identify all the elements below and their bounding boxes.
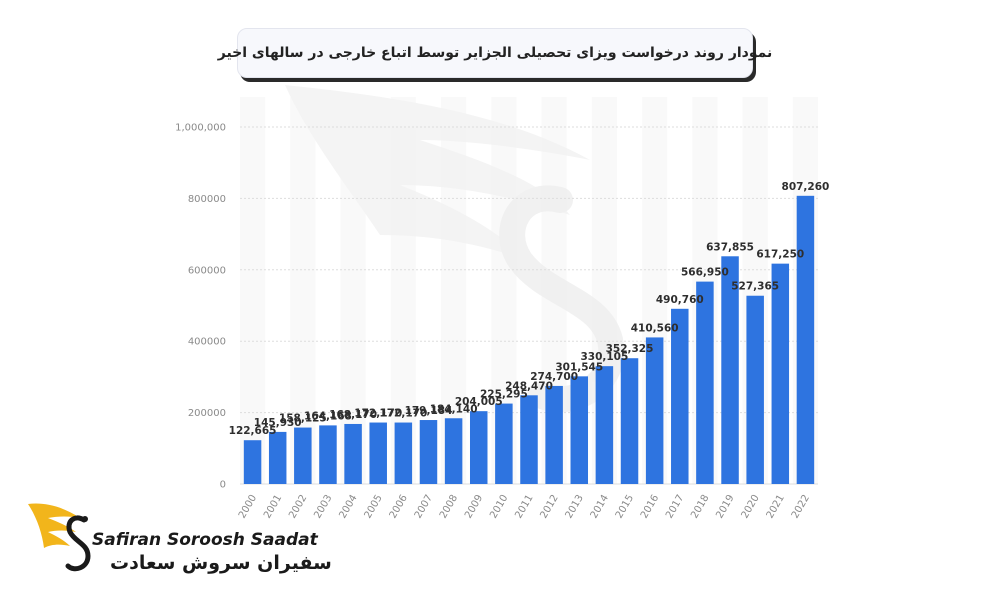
data-label: 807,260 bbox=[782, 181, 830, 193]
y-tick-label: 1,000,000 bbox=[175, 123, 226, 134]
y-tick-label: 600000 bbox=[188, 265, 226, 276]
data-label: 164,168 bbox=[304, 410, 352, 422]
data-label: 172,170 bbox=[379, 408, 427, 420]
bar bbox=[243, 440, 262, 484]
data-label: 145,930 bbox=[254, 417, 302, 429]
bar bbox=[595, 366, 614, 484]
x-tick-label: 2017 bbox=[664, 493, 686, 521]
data-label: 248,470 bbox=[505, 380, 553, 392]
y-tick-label: 800000 bbox=[188, 194, 226, 205]
bar bbox=[771, 263, 790, 484]
x-tick-label: 2003 bbox=[312, 493, 334, 521]
data-label: 527,365 bbox=[731, 281, 779, 293]
bar bbox=[294, 427, 312, 484]
x-tick-label: 2014 bbox=[589, 493, 611, 521]
data-label: 637,855 bbox=[706, 241, 754, 253]
x-tick-label: 2007 bbox=[413, 493, 435, 521]
y-tick-label: 200000 bbox=[188, 408, 226, 419]
bar bbox=[746, 295, 764, 484]
watermark-logo-icon bbox=[285, 85, 625, 413]
x-tick-label: 2011 bbox=[513, 493, 535, 521]
bar bbox=[469, 411, 488, 484]
y-tick-label: 0 bbox=[220, 480, 226, 491]
x-tick-label: 2010 bbox=[488, 493, 510, 521]
data-label: 566,950 bbox=[681, 267, 729, 279]
y-axis-labels: 0 200000 400000 600000 800000 1,000,000 bbox=[175, 123, 226, 491]
y-tick-label: 400000 bbox=[188, 337, 226, 348]
data-label: 330,105 bbox=[580, 351, 628, 363]
bar bbox=[796, 195, 815, 485]
data-label: 274,700 bbox=[530, 371, 578, 383]
chart-title-box: نمودار روند درخواست ویزای تحصیلی الجزایر… bbox=[218, 28, 772, 78]
bar bbox=[344, 423, 362, 484]
x-tick-label: 2022 bbox=[790, 493, 812, 521]
data-label: 301,545 bbox=[555, 361, 603, 373]
data-label: 168,170 bbox=[329, 409, 377, 421]
data-label: 410,560 bbox=[631, 322, 679, 334]
data-label: 225,295 bbox=[480, 389, 528, 401]
data-label: 490,760 bbox=[656, 294, 704, 306]
bar bbox=[645, 337, 664, 484]
bar bbox=[444, 418, 463, 484]
bar bbox=[394, 422, 413, 484]
x-tick-label: 2012 bbox=[538, 493, 560, 521]
bars bbox=[243, 195, 815, 485]
data-label: 179,184 bbox=[405, 405, 453, 417]
data-label: 617,250 bbox=[756, 249, 804, 261]
brand-name-fa: سفیران سروش سعادت bbox=[110, 552, 332, 574]
bar bbox=[520, 395, 538, 484]
brand-logo: Safiran Soroosh Saadat سفیران سروش سعادت bbox=[22, 492, 332, 584]
data-label: 122,665 bbox=[229, 425, 277, 437]
x-tick-label: 2004 bbox=[337, 493, 359, 521]
bar bbox=[545, 385, 563, 484]
x-tick-label: 2013 bbox=[564, 493, 586, 521]
data-label: 172,170 bbox=[354, 408, 402, 420]
data-label: 184,140 bbox=[430, 403, 478, 415]
x-tick-label: 2018 bbox=[689, 493, 711, 521]
x-tick-label: 2019 bbox=[714, 493, 736, 521]
bar bbox=[696, 281, 714, 484]
column-band bbox=[290, 97, 316, 484]
chart-title: نمودار روند درخواست ویزای تحصیلی الجزایر… bbox=[217, 45, 773, 61]
bar bbox=[319, 425, 337, 484]
x-tick-label: 2021 bbox=[765, 493, 787, 521]
bar bbox=[721, 256, 739, 484]
x-tick-label: 2006 bbox=[388, 493, 410, 521]
bar bbox=[268, 431, 287, 484]
swan-wing-logo-icon bbox=[28, 503, 91, 572]
x-tick-label: 2005 bbox=[363, 493, 385, 521]
x-tick-label: 2016 bbox=[639, 493, 661, 521]
x-axis-labels: 2000 2001 2002 2003 2004 2005 2006 2007 2008 2009… bbox=[237, 493, 812, 521]
bar bbox=[369, 422, 387, 484]
bar bbox=[671, 308, 689, 484]
x-tick-label: 2020 bbox=[740, 493, 762, 521]
bar bbox=[620, 358, 639, 484]
data-label: 158,125 bbox=[279, 413, 327, 425]
data-label: 352,325 bbox=[606, 343, 654, 355]
x-tick-label: 2009 bbox=[463, 493, 485, 521]
x-tick-label: 2008 bbox=[438, 493, 460, 521]
column-band bbox=[240, 97, 266, 484]
bar bbox=[570, 376, 589, 484]
bar bbox=[419, 420, 438, 484]
brand-name-en: Safiran Soroosh Saadat bbox=[92, 530, 318, 550]
data-label: 204,005 bbox=[455, 396, 503, 408]
x-tick-label: 2015 bbox=[614, 493, 636, 521]
value-labels: 122,665145,930158,125164,168168,170172,1… bbox=[229, 181, 830, 437]
bar bbox=[495, 403, 513, 484]
